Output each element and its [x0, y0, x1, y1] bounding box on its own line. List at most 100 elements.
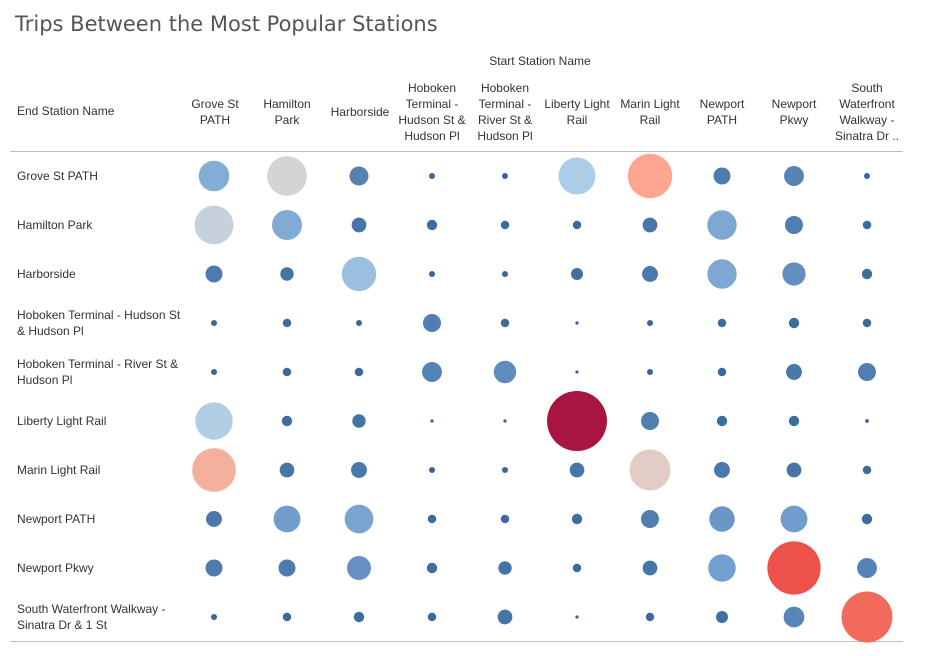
bubble-mark[interactable]: [503, 419, 507, 423]
bubble-mark[interactable]: [645, 612, 655, 622]
bubble-mark[interactable]: [642, 560, 658, 576]
bubble-mark[interactable]: [642, 217, 658, 233]
bubble-mark[interactable]: [641, 510, 659, 528]
bubble-mark[interactable]: [211, 614, 217, 620]
bubble-mark[interactable]: [429, 173, 435, 179]
bubble-mark[interactable]: [429, 467, 435, 473]
bubble-mark[interactable]: [194, 205, 234, 245]
bubble-mark[interactable]: [642, 266, 658, 282]
bubble-mark[interactable]: [629, 449, 671, 491]
bubble-mark[interactable]: [572, 563, 582, 573]
bubble-mark[interactable]: [782, 262, 806, 286]
bubble-mark[interactable]: [351, 217, 367, 233]
bubble-mark[interactable]: [707, 259, 737, 289]
bubble-mark[interactable]: [426, 219, 438, 231]
bubble-mark[interactable]: [717, 318, 727, 328]
bubble-mark[interactable]: [784, 166, 804, 186]
bubble-mark[interactable]: [341, 256, 377, 292]
bubble-mark[interactable]: [502, 173, 508, 179]
bubble-mark[interactable]: [205, 265, 223, 283]
bubble-mark[interactable]: [356, 320, 362, 326]
bubble-mark[interactable]: [347, 556, 371, 580]
bubble-mark[interactable]: [708, 554, 736, 582]
bubble-mark[interactable]: [709, 506, 735, 532]
bubble-mark[interactable]: [497, 609, 513, 625]
bubble-mark[interactable]: [502, 467, 508, 473]
bubble-mark[interactable]: [353, 611, 365, 623]
bubble-mark[interactable]: [786, 462, 802, 478]
bubble-mark[interactable]: [767, 541, 821, 595]
bubble-mark[interactable]: [192, 448, 236, 492]
bubble-mark[interactable]: [707, 210, 737, 240]
bubble-mark[interactable]: [862, 465, 872, 475]
bubble-mark[interactable]: [500, 220, 510, 230]
bubble-mark[interactable]: [282, 318, 292, 328]
bubble-mark[interactable]: [558, 157, 596, 195]
bubble-mark[interactable]: [571, 268, 583, 280]
bubble-mark[interactable]: [198, 160, 230, 192]
bubble-mark[interactable]: [841, 591, 893, 643]
bubble-mark[interactable]: [279, 462, 295, 478]
bubble-mark[interactable]: [427, 514, 437, 524]
bubble-mark[interactable]: [572, 220, 582, 230]
bubble-mark[interactable]: [861, 513, 873, 525]
bubble-mark[interactable]: [423, 314, 441, 332]
bubble-mark[interactable]: [575, 321, 579, 325]
bubble-mark[interactable]: [862, 318, 872, 328]
bubble-mark[interactable]: [571, 513, 583, 525]
bubble-mark[interactable]: [627, 153, 673, 199]
bubble-mark[interactable]: [205, 559, 223, 577]
bubble-mark[interactable]: [500, 514, 510, 524]
bubble-mark[interactable]: [278, 559, 296, 577]
bubble-mark[interactable]: [498, 561, 512, 575]
bubble-mark[interactable]: [788, 317, 800, 329]
bubble-mark[interactable]: [864, 173, 870, 179]
bubble-mark[interactable]: [500, 318, 510, 328]
bubble-mark[interactable]: [349, 166, 369, 186]
bubble-mark[interactable]: [547, 391, 607, 451]
bubble-mark[interactable]: [273, 505, 301, 533]
bubble-mark[interactable]: [429, 271, 435, 277]
bubble-mark[interactable]: [569, 462, 585, 478]
bubble-mark[interactable]: [861, 268, 873, 280]
bubble-mark[interactable]: [427, 612, 437, 622]
bubble-mark[interactable]: [647, 369, 653, 375]
bubble-mark[interactable]: [714, 462, 730, 478]
bubble-mark[interactable]: [783, 606, 805, 628]
bubble-mark[interactable]: [575, 370, 579, 374]
bubble-mark[interactable]: [211, 369, 217, 375]
bubble-mark[interactable]: [641, 412, 659, 430]
bubble-mark[interactable]: [575, 615, 579, 619]
bubble-mark[interactable]: [713, 167, 731, 185]
bubble-mark[interactable]: [267, 156, 307, 196]
bubble-mark[interactable]: [282, 367, 292, 377]
bubble-mark[interactable]: [282, 612, 292, 622]
bubble-mark[interactable]: [780, 505, 808, 533]
bubble-mark[interactable]: [786, 364, 802, 380]
bubble-mark[interactable]: [857, 558, 877, 578]
bubble-mark[interactable]: [865, 419, 869, 423]
bubble-mark[interactable]: [716, 611, 728, 623]
bubble-mark[interactable]: [281, 415, 293, 427]
bubble-mark[interactable]: [195, 402, 233, 440]
bubble-mark[interactable]: [858, 363, 876, 381]
bubble-mark[interactable]: [785, 216, 803, 234]
bubble-mark[interactable]: [493, 360, 517, 384]
bubble-mark[interactable]: [788, 415, 800, 427]
bubble-mark[interactable]: [502, 271, 508, 277]
bubble-mark[interactable]: [647, 320, 653, 326]
bubble-mark[interactable]: [422, 362, 442, 382]
bubble-mark[interactable]: [280, 267, 294, 281]
bubble-mark[interactable]: [426, 562, 438, 574]
bubble-mark[interactable]: [351, 462, 367, 478]
bubble-mark[interactable]: [716, 415, 728, 427]
bubble-mark[interactable]: [862, 220, 872, 230]
bubble-mark[interactable]: [354, 367, 364, 377]
bubble-mark[interactable]: [211, 320, 217, 326]
bubble-mark[interactable]: [717, 367, 727, 377]
bubble-mark[interactable]: [272, 210, 302, 240]
bubble-mark[interactable]: [344, 504, 374, 534]
bubble-mark[interactable]: [352, 414, 366, 428]
bubble-mark[interactable]: [206, 511, 222, 527]
bubble-mark[interactable]: [430, 419, 434, 423]
